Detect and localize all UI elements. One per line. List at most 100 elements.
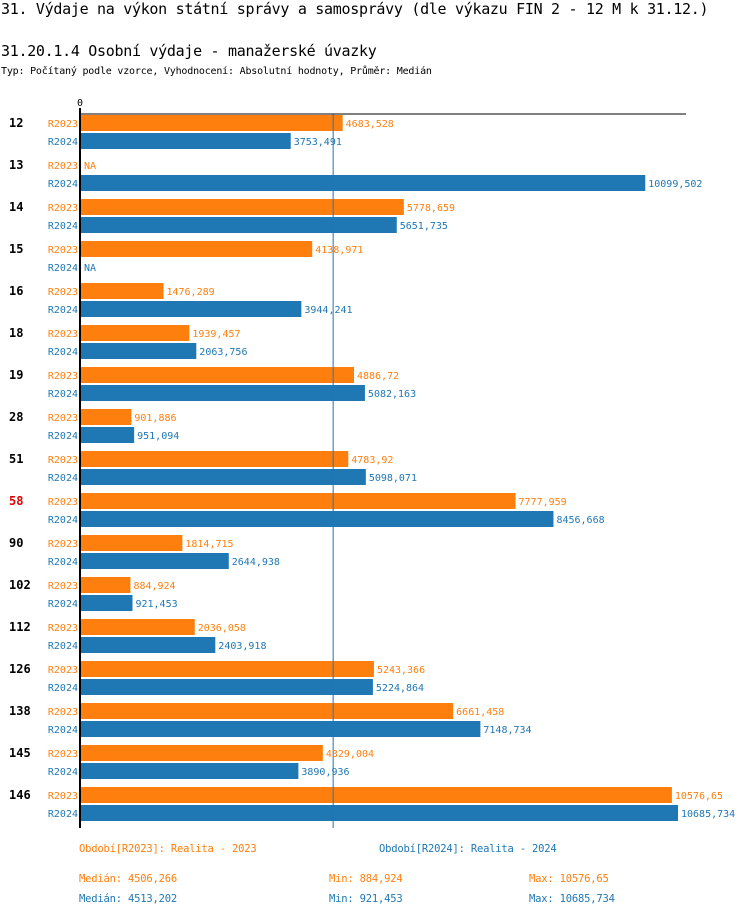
bar-r2023	[81, 451, 349, 467]
data-label: 2036,058	[198, 623, 246, 634]
series-label: R2023	[48, 161, 78, 172]
series-label: R2023	[48, 287, 78, 298]
data-label: 10685,734	[681, 809, 735, 820]
bar-r2023	[81, 283, 164, 299]
bar-r2023	[81, 787, 672, 803]
category-label: 145	[9, 746, 31, 760]
series-label: R2023	[48, 455, 78, 466]
category-label: 90	[9, 536, 23, 550]
data-label: 4683,528	[346, 119, 394, 130]
chart-description: Typ: Počítaný podle vzorce, Vyhodnocení:…	[1, 66, 432, 77]
bar-r2023	[81, 745, 323, 761]
bar-r2024	[81, 343, 197, 359]
data-label: 4886,72	[357, 371, 399, 382]
data-label: 921,453	[135, 599, 177, 610]
data-label: 2063,756	[199, 347, 247, 358]
series-label: R2024	[48, 515, 78, 526]
series-label: R2024	[48, 473, 78, 484]
bar-r2024	[81, 511, 554, 527]
legend-r2024: Období[R2024]: Realita - 2024	[379, 843, 557, 855]
series-label: R2024	[48, 557, 78, 568]
series-label: R2023	[48, 749, 78, 760]
data-label: NA	[84, 263, 96, 274]
series-label: R2023	[48, 203, 78, 214]
series-label: R2023	[48, 497, 78, 508]
data-label: 5224,864	[376, 683, 424, 694]
bar-r2024	[81, 721, 481, 737]
data-label: 3944,241	[304, 305, 352, 316]
chart-title: 31.20.1.4 Osobní výdaje - manažerské úva…	[1, 42, 377, 60]
stat-r2023-median: Medián: 4506,266	[79, 873, 177, 885]
series-label: R2023	[48, 119, 78, 130]
bar-r2024	[81, 679, 373, 695]
bar-r2023	[81, 493, 516, 509]
category-label: 51	[9, 452, 23, 466]
legend-r2023: Období[R2023]: Realita - 2023	[79, 843, 257, 855]
bar-r2023	[81, 199, 404, 215]
series-label: R2024	[48, 221, 78, 232]
bar-r2024	[81, 553, 229, 569]
series-label: R2023	[48, 329, 78, 340]
data-label: 7148,734	[483, 725, 531, 736]
bar-r2024	[81, 805, 678, 821]
bar-r2024	[81, 133, 291, 149]
series-label: R2024	[48, 263, 78, 274]
data-label: 5651,735	[400, 221, 448, 232]
data-label: 10099,502	[648, 179, 702, 190]
series-label: R2024	[48, 725, 78, 736]
series-label: R2024	[48, 809, 78, 820]
data-label: 5082,163	[368, 389, 416, 400]
bar-r2023	[81, 325, 190, 341]
series-label: R2023	[48, 413, 78, 424]
category-label: 102	[9, 578, 31, 592]
bar-r2024	[81, 301, 302, 317]
bar-r2024	[81, 763, 299, 779]
axis-layer	[79, 108, 686, 828]
data-label: 2403,918	[218, 641, 266, 652]
data-label: NA	[84, 161, 96, 172]
data-label: 6661,458	[456, 707, 504, 718]
bar-r2024	[81, 175, 646, 191]
bar-r2023	[81, 577, 131, 593]
bar-r2023	[81, 619, 195, 635]
stat-r2023-min: Min: 884,924	[329, 873, 403, 885]
data-label: 4138,971	[315, 245, 363, 256]
bar-r2023	[81, 661, 374, 677]
category-label: 138	[9, 704, 31, 718]
series-label: R2024	[48, 179, 78, 190]
data-label: 5098,071	[369, 473, 417, 484]
bar-r2023	[81, 703, 454, 719]
bar-r2024	[81, 427, 135, 443]
series-label: R2024	[48, 431, 78, 442]
data-label: 7777,959	[519, 497, 567, 508]
data-label: 5778,659	[407, 203, 455, 214]
bar-r2024	[81, 595, 133, 611]
category-label: 15	[9, 242, 23, 256]
bar-r2024	[81, 637, 216, 653]
data-label: 4329,004	[326, 749, 374, 760]
bars-layer	[81, 115, 678, 821]
stat-r2024-max: Max: 10685,734	[529, 893, 615, 905]
bar-r2024	[81, 385, 365, 401]
bar-r2023	[81, 115, 343, 131]
category-label: 18	[9, 326, 23, 340]
series-label: R2024	[48, 389, 78, 400]
bar-r2023	[81, 367, 355, 383]
stat-r2023-max: Max: 10576,65	[529, 873, 609, 885]
data-label: 2644,938	[232, 557, 280, 568]
series-label: R2023	[48, 707, 78, 718]
report-title: 31. Výdaje na výkon státní správy a samo…	[1, 0, 709, 18]
category-label: 12	[9, 116, 23, 130]
data-label: 901,886	[134, 413, 176, 424]
series-label: R2023	[48, 581, 78, 592]
series-label: R2024	[48, 683, 78, 694]
data-label: 1476,289	[166, 287, 214, 298]
category-label: 58	[9, 494, 23, 508]
bar-r2024	[81, 469, 366, 485]
category-label: 16	[9, 284, 23, 298]
x-tick-label: 0	[77, 98, 83, 109]
data-label: 10576,65	[675, 791, 723, 802]
series-label: R2024	[48, 599, 78, 610]
data-label: 5243,366	[377, 665, 425, 676]
bar-r2023	[81, 535, 183, 551]
